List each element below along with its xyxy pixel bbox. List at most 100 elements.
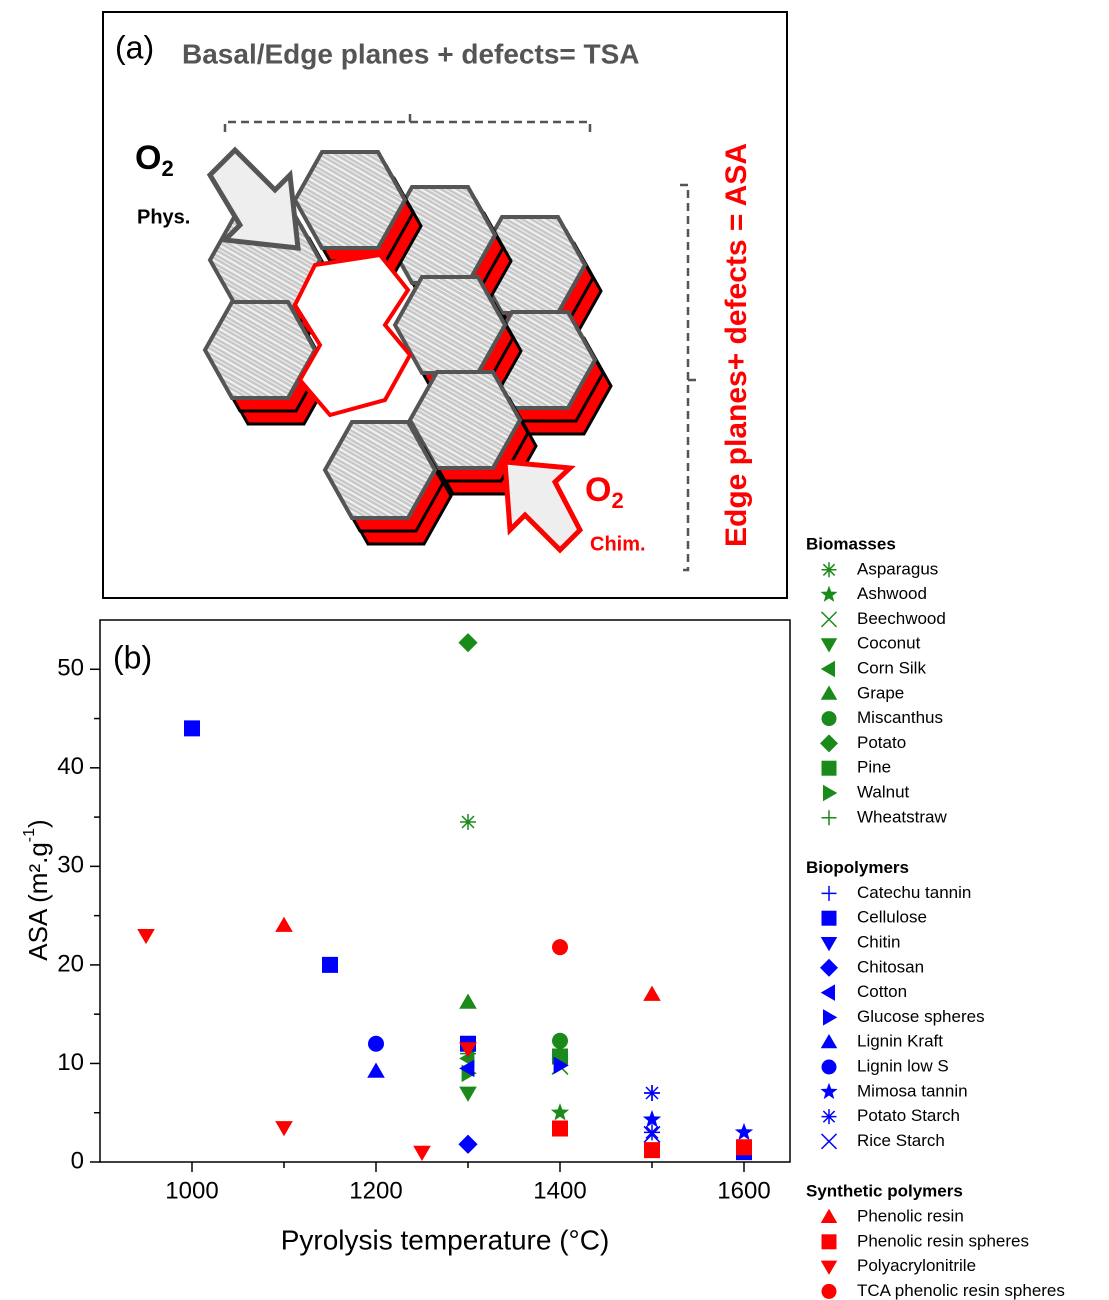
legend-label: Lignin low S [857, 1056, 949, 1075]
x-tick-label: 1400 [533, 1177, 586, 1204]
legend-label: TCA phenolic resin spheres [857, 1281, 1065, 1300]
legend-label: Chitin [857, 932, 900, 951]
panel-a-frame [102, 11, 788, 599]
legend-marker [820, 1033, 838, 1049]
legend-label: Catechu tannin [857, 883, 971, 902]
arrow-chim [502, 459, 584, 554]
data-point [458, 633, 478, 653]
side-text: Edge planes+ defects = ASA [720, 143, 753, 547]
top-text: Basal/Edge planes + defects= TSA [182, 38, 640, 69]
data-point [459, 993, 477, 1009]
data-point [642, 1110, 662, 1128]
legend-label: Coconut [857, 634, 921, 653]
y-tick-label: 0 [71, 1147, 84, 1174]
legend-label: Potato [857, 733, 906, 752]
legend-marker [821, 1234, 837, 1250]
legend-label: Lignin Kraft [857, 1032, 943, 1051]
data-point [459, 1059, 475, 1078]
symbol: O [135, 139, 161, 177]
data-point [552, 939, 568, 956]
data-point [137, 928, 155, 945]
legend-marker [821, 1283, 837, 1299]
y-tick-label: 30 [57, 852, 84, 879]
legend-group-title: Biopolymers [806, 858, 909, 877]
legend-marker [820, 585, 838, 602]
data-point [459, 1086, 477, 1102]
legend-marker [823, 784, 838, 802]
legend-label: Wheatstraw [857, 807, 947, 826]
legend-marker [820, 611, 838, 628]
label-end: ) [23, 819, 53, 828]
legend-marker [820, 660, 835, 678]
data-point [550, 1103, 570, 1121]
legend-label: Polyacrylonitrile [857, 1256, 976, 1275]
legend-label: Potato Starch [857, 1106, 960, 1125]
top-bracket [223, 110, 592, 132]
arrow-phys [206, 146, 301, 251]
legend-label: Asparagus [857, 559, 938, 578]
legend-label: Beechwood [857, 609, 946, 628]
legend-label: Miscanthus [857, 708, 943, 727]
legend-label: Pine [857, 758, 891, 777]
legend-marker [821, 910, 837, 926]
subscript: 2 [161, 156, 173, 181]
y-tick-label: 20 [57, 950, 84, 977]
data-point [644, 1142, 660, 1159]
y-tick-label: 50 [57, 655, 84, 682]
symbol: O [585, 471, 611, 509]
data-point [643, 1125, 661, 1143]
legend-label: Glucose spheres [857, 1007, 985, 1026]
data-point [368, 1035, 384, 1052]
legend-marker [820, 984, 835, 1001]
legend-marker [821, 711, 837, 727]
legend-marker [820, 937, 838, 952]
phys-note: Phys. [137, 206, 190, 228]
legend-marker [823, 1009, 838, 1026]
data-point [734, 1122, 754, 1141]
legend-marker [821, 1059, 837, 1075]
legend-marker [821, 562, 837, 578]
legend-marker [821, 760, 837, 776]
data-point [459, 1042, 477, 1058]
x-tick-label: 1600 [717, 1177, 770, 1204]
data-point [553, 1056, 569, 1075]
x-tick-label: 1000 [165, 1177, 218, 1204]
data-point [643, 985, 661, 1001]
legend-marker [820, 1082, 838, 1100]
legend-marker [821, 1109, 837, 1125]
data-point [458, 1134, 478, 1154]
data-point [413, 1145, 431, 1161]
legend-group-title: Biomasses [806, 534, 896, 553]
o2-phys: O2 [135, 139, 174, 181]
data-point [275, 1121, 293, 1137]
legend-label: Cellulose [857, 908, 927, 927]
subscript: 2 [611, 488, 623, 513]
label-text: ASA (m².g [23, 842, 53, 960]
legend-label: Mimosa tannin [857, 1081, 968, 1100]
legend-marker [820, 638, 838, 653]
legend-marker [820, 734, 838, 753]
plot-frame [99, 619, 791, 1163]
legend-label: Rice Starch [857, 1131, 945, 1150]
x-axis-label: Pyrolysis temperature (°C) [281, 1224, 610, 1255]
legend-marker [820, 958, 838, 977]
legend-label: Ashwood [857, 584, 927, 603]
label-sup: -1 [21, 828, 38, 842]
data-point [644, 1085, 660, 1102]
legend-label: Chitosan [857, 957, 924, 976]
data-point [184, 720, 200, 737]
legend-marker [820, 1208, 838, 1223]
legend-marker [820, 1133, 838, 1150]
data-point [367, 1062, 385, 1078]
legend-label: Phenolic resin [857, 1206, 964, 1225]
legend-label: Walnut [857, 782, 910, 801]
legend-marker [820, 685, 838, 700]
data-point [736, 1139, 752, 1156]
hexagon-cluster [205, 152, 611, 544]
legend-label: Corn Silk [857, 658, 926, 677]
x-tick-label: 1200 [349, 1177, 402, 1204]
legend-group-title: Synthetic polymers [806, 1182, 963, 1201]
data-point [322, 956, 338, 973]
